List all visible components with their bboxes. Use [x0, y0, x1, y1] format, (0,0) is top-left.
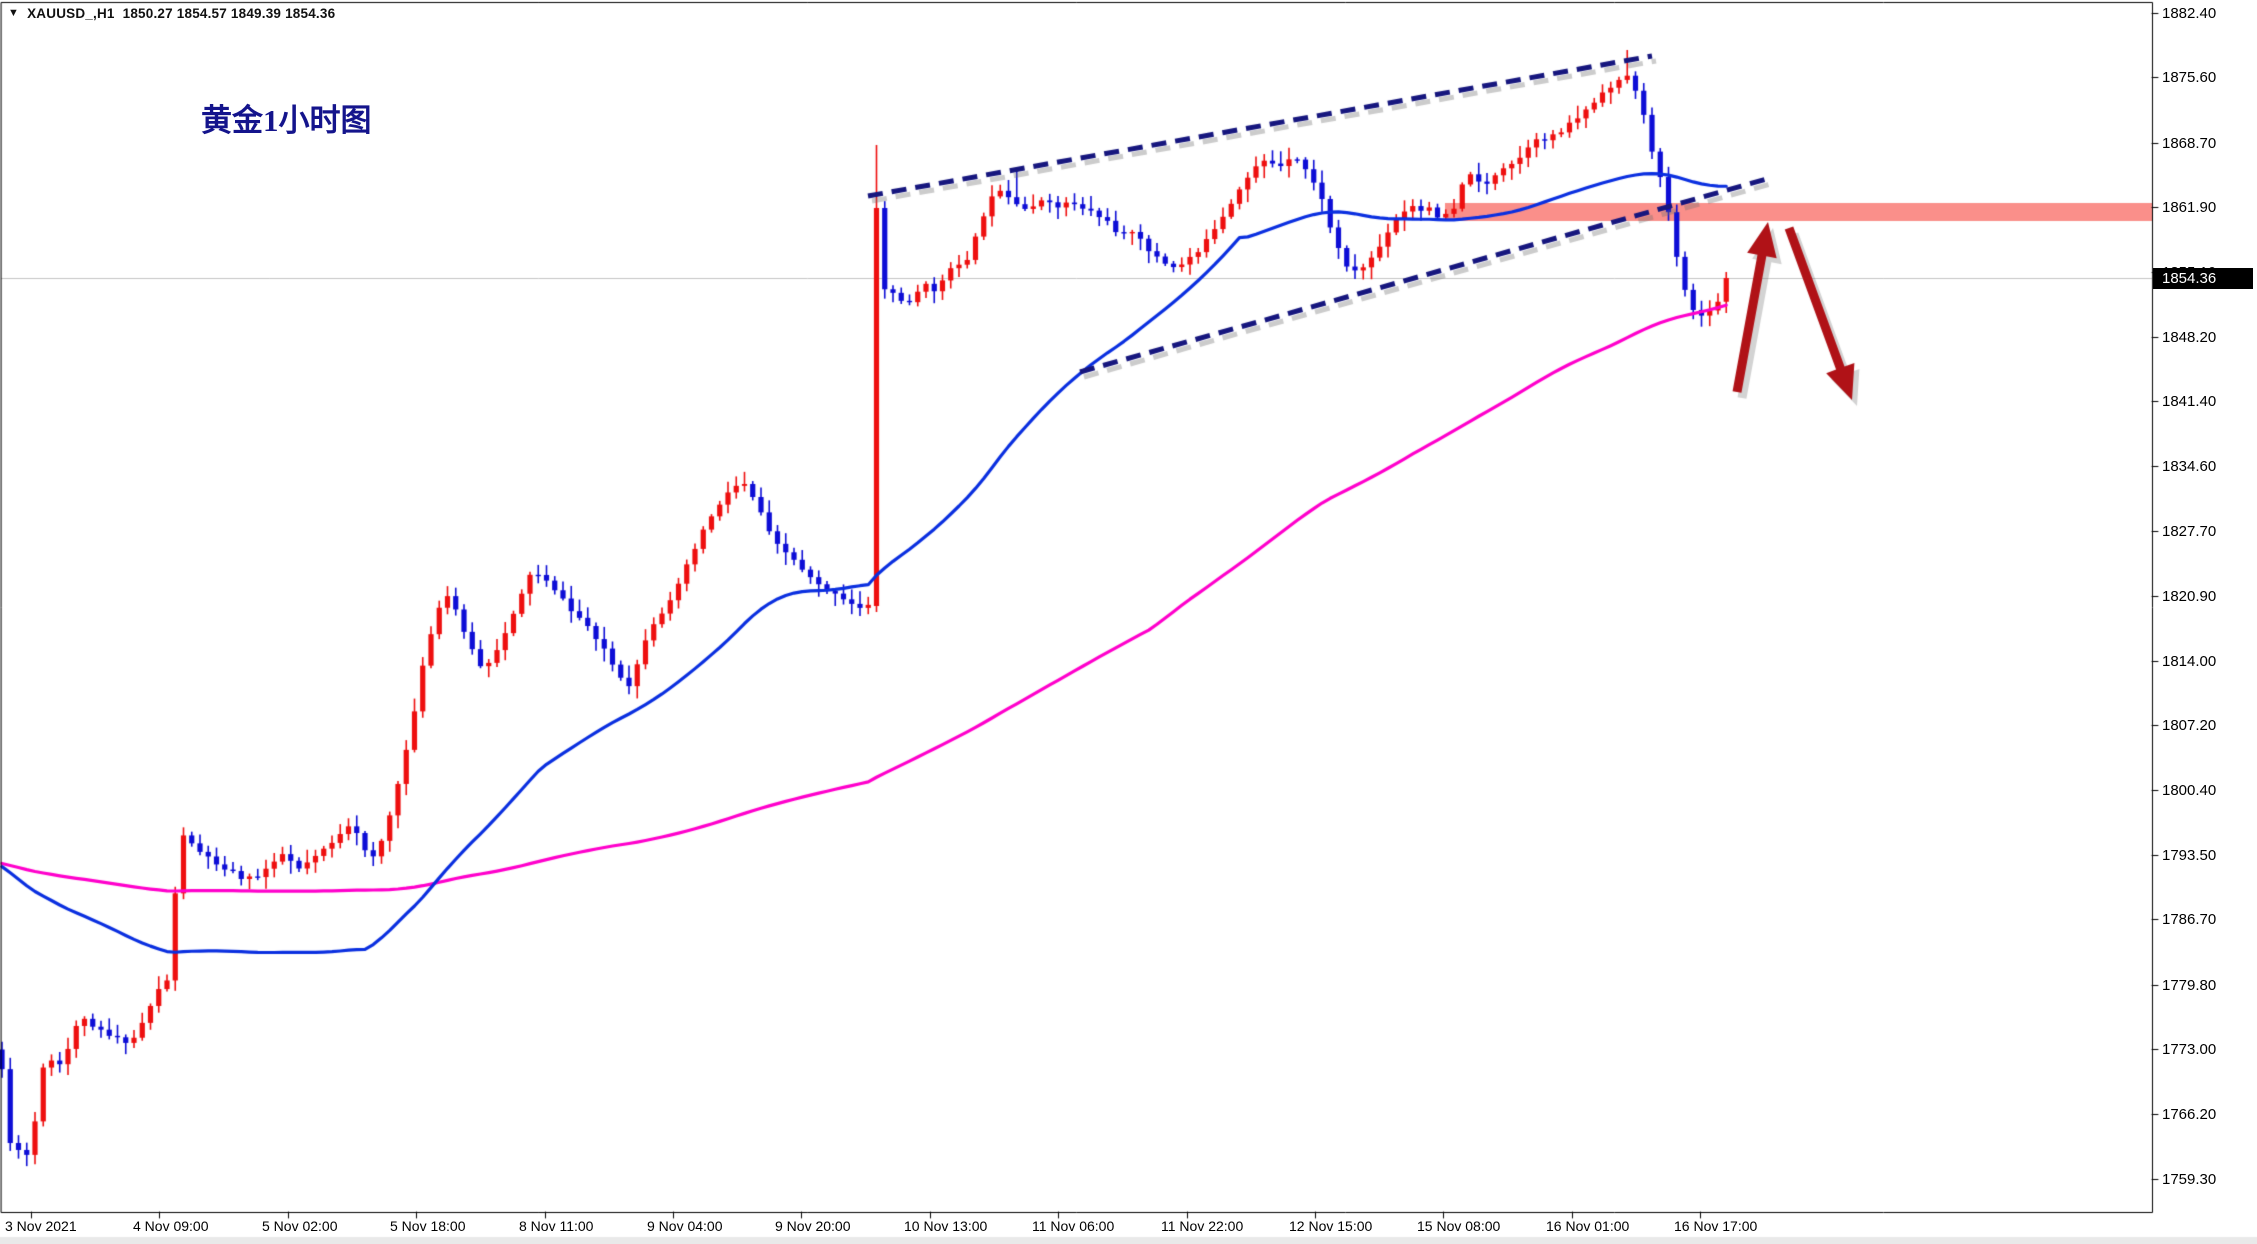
symbol-info-bar: ▼ XAUUSD_,H1 1850.27 1854.57 1849.39 185… [8, 4, 335, 22]
x-axis-label: 11 Nov 06:00 [1032, 1218, 1115, 1234]
x-axis-label: 15 Nov 08:00 [1417, 1218, 1501, 1234]
x-axis-label: 8 Nov 11:00 [519, 1218, 594, 1234]
y-axis-label: 1786.70 [2162, 911, 2217, 929]
y-axis-label: 1773.00 [2162, 1041, 2217, 1059]
x-axis-label: 16 Nov 17:00 [1674, 1218, 1758, 1234]
y-axis-label: 1861.90 [2162, 199, 2217, 217]
x-axis-label: 5 Nov 02:00 [262, 1218, 338, 1234]
y-axis-label: 1827.70 [2162, 523, 2217, 541]
y-axis-label: 1868.70 [2162, 134, 2217, 152]
collapse-chevron-icon[interactable]: ▼ [8, 7, 20, 19]
x-axis-label: 9 Nov 04:00 [647, 1218, 723, 1234]
y-axis-label: 1779.80 [2162, 976, 2217, 994]
x-axis-label: 4 Nov 09:00 [133, 1218, 209, 1234]
x-axis-label: 12 Nov 15:00 [1289, 1218, 1373, 1234]
x-axis-label: 16 Nov 01:00 [1546, 1218, 1630, 1234]
y-axis-label: 1814.00 [2162, 652, 2217, 670]
current-price-badge: 1854.36 [2153, 268, 2253, 289]
x-axis-label: 3 Nov 2021 [5, 1218, 77, 1234]
x-axis-label: 9 Nov 20:00 [775, 1218, 851, 1234]
y-axis-label: 1875.60 [2162, 69, 2217, 87]
x-axis-label: 11 Nov 22:00 [1161, 1218, 1244, 1234]
y-axis-label: 1834.60 [2162, 457, 2217, 475]
y-axis-label: 1848.20 [2162, 328, 2217, 346]
y-axis-label: 1800.40 [2162, 781, 2217, 799]
y-axis-label: 1759.30 [2162, 1170, 2217, 1188]
chart-title-text[interactable]: 黄金1小时图 [201, 103, 372, 138]
y-axis-label: 1841.40 [2162, 393, 2217, 411]
y-axis-label: 1882.40 [2162, 5, 2217, 22]
x-axis-label: 10 Nov 13:00 [904, 1218, 988, 1234]
y-axis-label: 1807.20 [2162, 717, 2217, 735]
symbol-timeframe-label: XAUUSD_,H1 [27, 5, 115, 21]
y-axis-label: 1820.90 [2162, 587, 2217, 605]
x-axis-label: 5 Nov 18:00 [390, 1218, 466, 1234]
y-axis-label: 1766.20 [2162, 1105, 2217, 1123]
y-axis-label: 1793.50 [2162, 847, 2217, 865]
ohlc-values: 1850.27 1854.57 1849.39 1854.36 [122, 5, 336, 21]
